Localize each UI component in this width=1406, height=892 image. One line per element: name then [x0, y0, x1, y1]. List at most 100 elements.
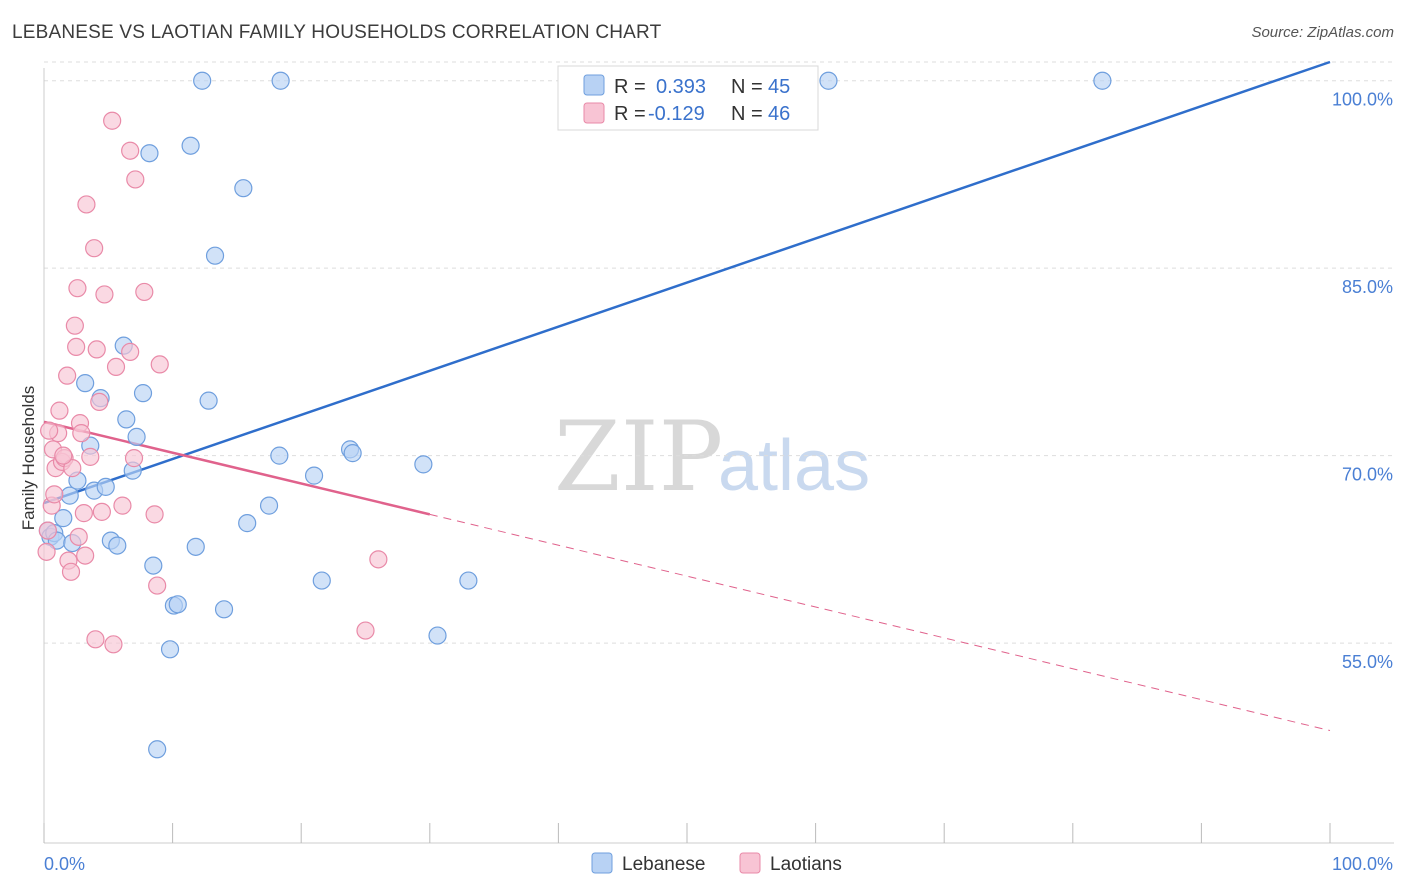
watermark-zip: ZIP: [554, 401, 723, 513]
data-point-laotians: [87, 340, 106, 359]
data-point-lebanese: [304, 466, 324, 485]
data-point-laotians: [104, 635, 123, 654]
data-point-lebanese: [259, 496, 279, 515]
data-point-lebanese: [238, 514, 257, 533]
data-point-lebanese: [205, 246, 225, 265]
data-point-lebanese: [127, 427, 146, 446]
legend-r-value-lebanese: 0.393: [656, 76, 706, 98]
y-tick-label: 100.0%: [1332, 90, 1393, 110]
legend-n-label-laotians: N =: [731, 103, 763, 125]
legend-n-value-laotians: 46: [768, 103, 790, 125]
trend-line-laotians: [43, 420, 431, 516]
data-point-laotians: [68, 279, 87, 298]
data-point-laotians: [77, 195, 96, 214]
y-tick-label: 85.0%: [1342, 277, 1393, 297]
data-point-laotians: [369, 550, 388, 569]
trend-line-lebanese: [43, 60, 1331, 505]
data-point-lebanese: [271, 71, 290, 90]
data-point-laotians: [90, 392, 109, 411]
data-point-laotians: [63, 459, 82, 478]
data-point-laotians: [72, 424, 91, 443]
data-point-laotians: [121, 141, 140, 160]
axes: 55.0% 70.0% 85.0% 100.0% 0.0% 100.0%: [43, 68, 1394, 874]
watermark-atlas: atlas: [718, 426, 870, 506]
data-point-laotians: [148, 576, 167, 595]
data-point-laotians: [145, 505, 164, 524]
data-point-laotians: [67, 337, 86, 357]
data-point-lebanese: [144, 556, 163, 575]
data-point-laotians: [76, 546, 95, 565]
legend-r-label-lebanese: R =: [614, 76, 646, 98]
data-point-lebanese: [181, 136, 200, 155]
series-legend: Lebanese Laotians: [591, 852, 842, 875]
data-point-lebanese: [186, 537, 205, 556]
data-point-laotians: [37, 542, 56, 561]
x-tick-label: 100.0%: [1332, 854, 1393, 874]
data-point-lebanese: [160, 640, 180, 659]
legend-r-label-laotians: R =: [614, 103, 646, 125]
data-point-laotians: [58, 366, 77, 385]
data-point-laotians: [85, 239, 104, 258]
data-point-lebanese: [312, 571, 331, 590]
data-point-laotians: [50, 401, 69, 420]
data-point-lebanese: [168, 595, 187, 614]
x-tick-label: 0.0%: [44, 854, 85, 874]
y-tick-label: 70.0%: [1342, 465, 1393, 485]
y-tick-label: 55.0%: [1342, 652, 1393, 672]
data-point-lebanese: [108, 536, 127, 555]
data-point-lebanese: [140, 144, 159, 163]
legend-r-value-laotians: -0.129: [648, 103, 705, 125]
data-point-lebanese: [459, 571, 478, 590]
trend-lines: [43, 60, 1331, 732]
data-point-laotians: [150, 355, 169, 374]
data-point-lebanese: [819, 71, 838, 90]
data-point-laotians: [40, 421, 59, 440]
data-point-laotians: [74, 504, 93, 523]
data-point-laotians: [95, 285, 114, 304]
data-point-lebanese: [1093, 71, 1112, 90]
legend-swatch-laotians: [583, 102, 605, 124]
data-point-lebanese: [199, 391, 218, 410]
data-point-lebanese: [428, 626, 447, 645]
data-point-lebanese: [414, 455, 433, 474]
data-point-laotians: [124, 449, 144, 468]
data-point-laotians: [69, 527, 88, 546]
data-point-laotians: [81, 447, 100, 466]
stats-legend: R = 0.393 N = 45 R = -0.129 N = 46: [557, 65, 819, 131]
data-point-laotians: [45, 485, 64, 504]
data-point-lebanese: [133, 384, 153, 403]
legend-n-value-lebanese: 45: [768, 76, 790, 98]
data-point-lebanese: [343, 444, 362, 463]
series-legend-swatch-laotians: [739, 852, 761, 874]
series-legend-swatch-lebanese: [591, 852, 613, 874]
legend-swatch-lebanese: [583, 74, 605, 96]
y-axis-label: Family Households: [19, 386, 38, 531]
series-legend-lebanese: Lebanese: [622, 854, 705, 875]
data-point-lebanese: [214, 600, 234, 619]
data-point-lebanese: [96, 477, 115, 496]
data-point-laotians: [38, 521, 57, 540]
data-point-laotians: [61, 562, 81, 581]
data-point-lebanese: [234, 179, 253, 198]
data-point-laotians: [92, 502, 111, 521]
data-point-lebanese: [76, 374, 95, 393]
trend-extrapolation-laotians: [429, 513, 1331, 732]
data-point-laotians: [126, 170, 145, 189]
data-point-lebanese: [117, 410, 136, 429]
data-point-laotians: [103, 111, 122, 130]
data-point-laotians: [54, 446, 73, 465]
chart-title: LEBANESE VS LAOTIAN FAMILY HOUSEHOLDS CO…: [12, 22, 662, 43]
legend-n-label-lebanese: N =: [731, 76, 763, 98]
data-point-laotians: [65, 316, 84, 335]
series-legend-laotians: Laotians: [770, 854, 842, 875]
data-point-lebanese: [60, 486, 79, 505]
data-point-laotians: [106, 357, 126, 377]
data-points: [37, 71, 1112, 759]
data-point-laotians: [356, 621, 375, 640]
data-point-laotians: [121, 342, 140, 362]
data-point-lebanese: [193, 71, 212, 90]
data-point-laotians: [135, 282, 154, 302]
grid-lines: [44, 61, 1394, 644]
data-point-lebanese: [270, 446, 289, 465]
